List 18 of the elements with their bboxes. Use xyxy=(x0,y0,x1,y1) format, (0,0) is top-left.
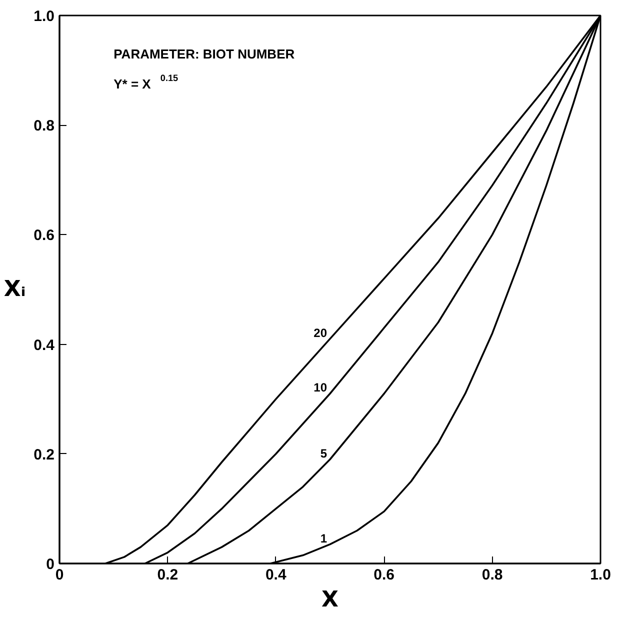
y-tick-label: 0.4 xyxy=(34,336,56,354)
series-label: 1 xyxy=(320,531,328,546)
x-tick-label: 0.6 xyxy=(374,566,395,584)
y-axis-title: Xᵢ xyxy=(4,277,26,302)
x-tick-label: 0.2 xyxy=(157,566,178,584)
annotation: PARAMETER: BIOT NUMBER xyxy=(114,46,296,62)
x-tick-label: 1.0 xyxy=(590,566,611,584)
y-tick-label: 0.8 xyxy=(34,118,55,135)
series-label: 10 xyxy=(314,380,328,395)
y-tick-label: 0.2 xyxy=(34,446,55,464)
x-tick-label: 0.8 xyxy=(482,566,503,584)
y-tick-label: 0.6 xyxy=(34,227,55,244)
x-tick-label: 0.4 xyxy=(265,566,287,584)
y-tick-label: 1.0 xyxy=(34,8,55,25)
x-axis-title: X xyxy=(322,588,339,612)
series-label: 5 xyxy=(320,446,328,460)
y-tick-label: 0 xyxy=(46,556,54,573)
series-label: 20 xyxy=(314,326,328,340)
